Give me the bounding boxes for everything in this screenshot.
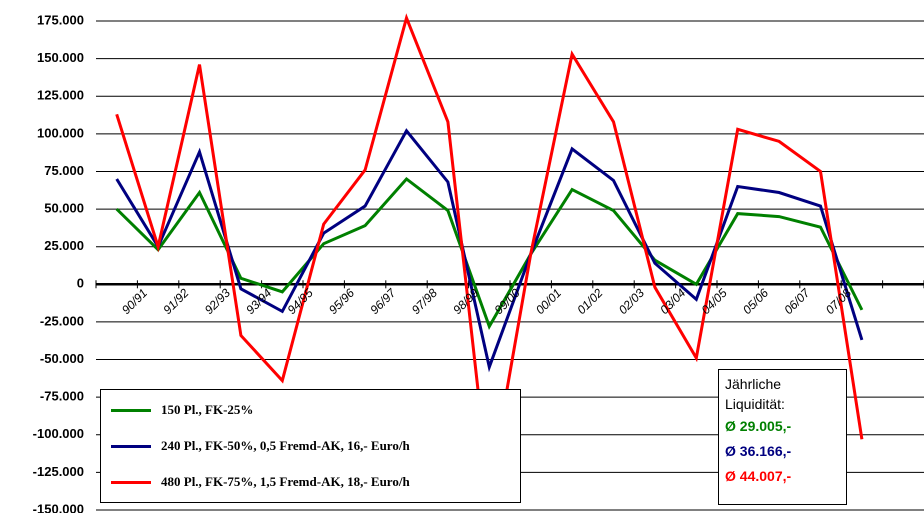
- x-tick-label: 90/91: [119, 286, 150, 317]
- info-title-line2: Liquidität:: [725, 396, 785, 412]
- series-line-1: [115, 176, 864, 331]
- legend-item-series-3: 480 Pl., FK-75%, 1,5 Fremd-AK, 18,- Euro…: [111, 472, 410, 492]
- y-tick-label: 125.000: [37, 88, 84, 103]
- x-tick-label: 01/02: [574, 286, 605, 317]
- legend-item-series-1: 150 Pl., FK-25%: [111, 400, 253, 420]
- legend-label-series-2: 240 Pl., FK-50%, 0,5 Fremd-AK, 16,- Euro…: [161, 438, 410, 453]
- series-line-2: [115, 128, 864, 373]
- y-tick-label: 175.000: [37, 12, 84, 27]
- y-tick-labels: 175.000 150.000 125.000 100.000 75.000 50.000…: [33, 12, 84, 513]
- y-tick-label: 100.000: [37, 125, 84, 140]
- info-title-line1: Jährliche: [725, 376, 782, 392]
- y-tick-label: -75.000: [40, 389, 84, 404]
- legend-swatch-series-3: [111, 480, 151, 484]
- x-tick-label: 97/98: [409, 286, 440, 317]
- x-tick-label: 95/96: [326, 286, 357, 317]
- x-tick-labels: 90/91 91/92 92/93 93/94 94/95 95/96 96/97 97/98…: [119, 285, 854, 317]
- info-value-series-2: Ø 36.166,-: [725, 443, 792, 459]
- x-tick-label: 00/01: [533, 286, 564, 317]
- x-tick-label: 04/05: [699, 286, 730, 317]
- legend-item-series-2: 240 Pl., FK-50%, 0,5 Fremd-AK, 16,- Euro…: [111, 436, 410, 456]
- x-tick-label: 91/92: [160, 286, 191, 317]
- x-tick-label: 02/03: [616, 286, 647, 317]
- info-value-series-3: Ø 44.007,-: [725, 468, 792, 484]
- y-tick-label: 75.000: [44, 163, 84, 178]
- x-tick-label: 05/06: [740, 286, 771, 317]
- y-tick-label: 0: [77, 276, 84, 291]
- x-tick-label: 06/07: [781, 285, 813, 317]
- legend-label-series-1: 150 Pl., FK-25%: [161, 402, 254, 417]
- y-tick-label: 50.000: [44, 201, 84, 216]
- x-tick-label: 92/93: [202, 286, 233, 317]
- legend: 150 Pl., FK-25% 240 Pl., FK-50%, 0,5 Fre…: [100, 389, 521, 503]
- liquidity-info-box: Jährliche Liquidität: Ø 29.005,- Ø 36.16…: [718, 369, 847, 505]
- y-tick-label: -50.000: [40, 351, 84, 366]
- x-tick-label: 93/94: [243, 286, 274, 317]
- y-tick-label: -25.000: [40, 313, 84, 328]
- legend-swatch-series-1: [111, 408, 151, 412]
- y-tick-label: -100.000: [33, 426, 84, 441]
- axis-layer: [95, 280, 924, 289]
- y-tick-label: 150.000: [37, 50, 84, 65]
- y-tick-label: -125.000: [33, 464, 84, 479]
- y-tick-label: -150.000: [33, 501, 84, 513]
- x-tick-label: 96/97: [367, 285, 399, 317]
- info-value-series-1: Ø 29.005,-: [725, 418, 792, 434]
- legend-swatch-series-2: [111, 444, 151, 448]
- legend-label-series-3: 480 Pl., FK-75%, 1,5 Fremd-AK, 18,- Euro…: [161, 474, 410, 489]
- y-tick-label: 25.000: [44, 238, 84, 253]
